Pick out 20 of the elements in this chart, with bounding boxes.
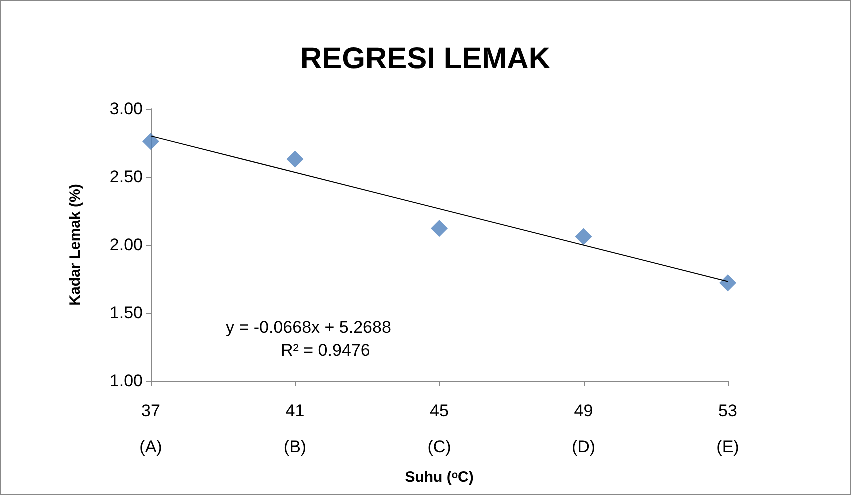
x-axis-title: Suhu (ᵒC) bbox=[405, 468, 474, 486]
x-tick-label: 45 (C) bbox=[428, 402, 452, 456]
point bbox=[720, 274, 736, 292]
y-tick-label: 2.00 bbox=[110, 236, 143, 254]
y-tick-label: 2.50 bbox=[110, 168, 143, 186]
annotation: R² = 0.9476 bbox=[281, 341, 370, 360]
annotation: y = -0.0668x + 5.2688 bbox=[226, 318, 392, 337]
point bbox=[431, 220, 448, 238]
point bbox=[142, 133, 160, 150]
x-tick-label: 37 (A) bbox=[140, 402, 162, 456]
x-tick-label: 41 (B) bbox=[284, 402, 307, 456]
x-tick-label: 49 (D) bbox=[572, 402, 596, 456]
y-axis-title: Kadar Lemak (%) bbox=[67, 184, 84, 306]
y-tick-label: 1.50 bbox=[110, 304, 143, 322]
point bbox=[575, 228, 592, 246]
point bbox=[286, 150, 304, 168]
y-tick-label: 3.00 bbox=[110, 100, 143, 118]
x-tick-label: 53 (E) bbox=[716, 402, 740, 456]
y-tick-label: 1.00 bbox=[110, 372, 143, 390]
chart-title: REGRESI LEMAK bbox=[300, 42, 551, 76]
